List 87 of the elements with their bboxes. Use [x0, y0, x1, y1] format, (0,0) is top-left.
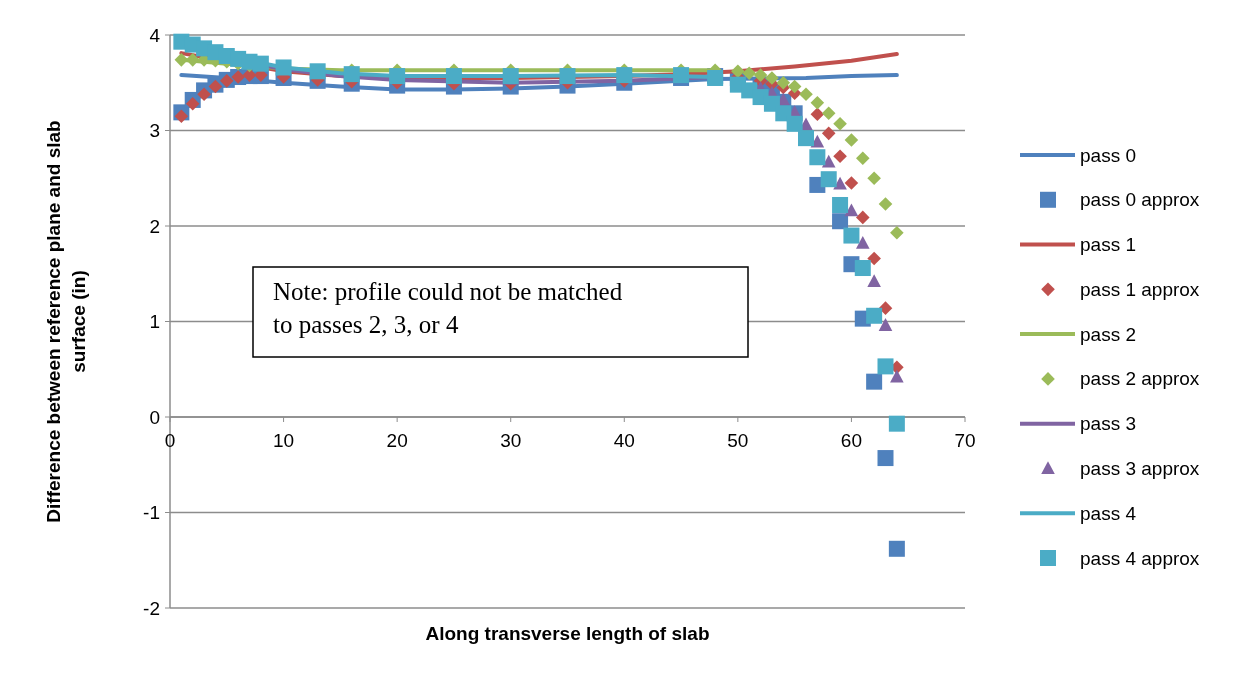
point — [866, 307, 883, 324]
y-tick-label: 2 — [149, 215, 160, 237]
point — [799, 87, 813, 102]
point — [832, 213, 849, 230]
point — [866, 373, 883, 390]
x-tick-label: 20 — [386, 430, 408, 451]
point — [559, 68, 576, 85]
point — [786, 115, 803, 132]
point — [821, 126, 836, 141]
legend-label: pass 2 — [1080, 323, 1136, 345]
point — [878, 197, 893, 211]
point — [821, 106, 836, 121]
point — [844, 176, 859, 190]
x-axis-title: Along transverse length of slab — [425, 623, 710, 644]
point — [888, 540, 905, 557]
point — [890, 369, 904, 383]
point — [821, 154, 836, 168]
legend-label: pass 3 — [1080, 413, 1136, 435]
point — [775, 105, 792, 122]
point — [854, 260, 871, 277]
y-tick-label: 0 — [149, 406, 160, 428]
point — [787, 79, 802, 94]
legend-label: pass 2 approx — [1080, 368, 1200, 390]
point — [844, 133, 859, 147]
legend-label: pass 4 — [1080, 502, 1137, 524]
point — [855, 151, 870, 165]
x-tick-label: 50 — [727, 430, 749, 451]
point — [867, 251, 881, 266]
y-tick-label: 1 — [149, 311, 160, 332]
point — [844, 203, 859, 217]
point — [252, 55, 269, 72]
point — [174, 53, 189, 67]
point — [174, 109, 189, 123]
note-box: Note: profile could not be matched to passes 2, 3, or 4 — [252, 266, 749, 358]
x-tick-label: 30 — [500, 430, 522, 451]
y-axis-title: Difference between reference plane and slab surface (in) — [43, 120, 89, 523]
legend-label: pass 3 approx — [1080, 457, 1200, 479]
point — [878, 301, 893, 315]
legend-label: pass 0 — [1080, 144, 1136, 166]
annotation: Note: profile could not be matched to passes 2, 3, or 4 — [273, 278, 623, 338]
point — [810, 96, 825, 110]
y-tick-label: 4 — [149, 24, 161, 46]
x-tick-label: 60 — [840, 430, 862, 451]
legend-label: pass 1 approx — [1080, 278, 1200, 300]
point — [776, 75, 791, 90]
point — [809, 149, 826, 166]
point — [877, 358, 894, 375]
point — [855, 235, 870, 249]
x-tick-label: 40 — [613, 430, 635, 451]
legend-label: pass 0 approx — [1080, 189, 1200, 211]
point — [855, 210, 870, 225]
point — [389, 68, 406, 85]
point — [185, 53, 200, 67]
point — [275, 59, 292, 76]
point — [731, 64, 745, 79]
point — [309, 63, 326, 80]
point — [197, 87, 211, 102]
legend-label: pass 1 — [1080, 234, 1136, 256]
point — [888, 415, 905, 432]
point — [820, 171, 837, 188]
point — [502, 68, 519, 85]
point — [810, 107, 825, 122]
point — [616, 67, 633, 84]
point — [798, 130, 814, 147]
point — [833, 117, 847, 131]
y-tick-label: -2 — [143, 597, 160, 619]
point — [832, 196, 849, 213]
point — [867, 171, 881, 186]
point — [445, 68, 462, 85]
point — [833, 176, 847, 190]
point — [742, 66, 757, 80]
point — [185, 96, 200, 111]
point — [890, 225, 904, 240]
point — [753, 68, 768, 82]
x-tick-label: 10 — [273, 430, 295, 451]
point — [843, 227, 860, 244]
x-tick-label: 0 — [164, 430, 176, 451]
point — [867, 274, 881, 287]
point — [878, 318, 893, 331]
point — [765, 71, 779, 85]
point — [810, 134, 825, 148]
point — [877, 450, 894, 467]
y-tick-label: 3 — [149, 120, 160, 141]
point — [833, 149, 847, 164]
legend-label: pass 4 approx — [1080, 547, 1200, 569]
y-tick-label: -1 — [143, 502, 160, 523]
x-tick-label: 70 — [954, 430, 976, 451]
